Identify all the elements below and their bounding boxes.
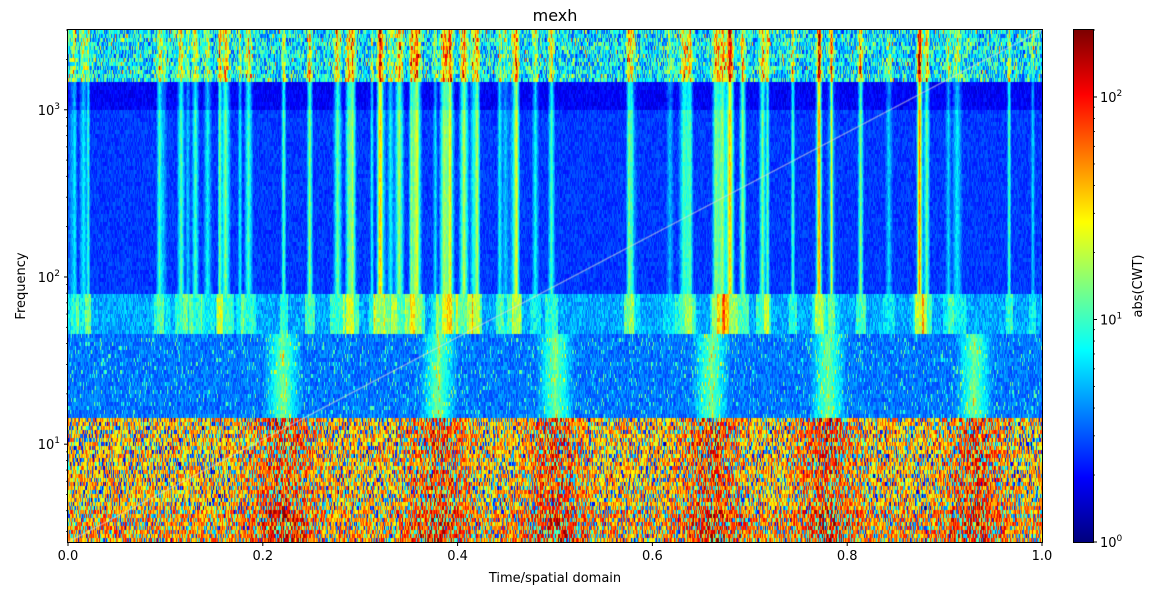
y-tick-label: 102 — [38, 269, 60, 286]
colorbar-tick-label: 101 — [1100, 311, 1122, 328]
x-axis-ticks: 0.0 0.2 0.4 0.6 0.8 1.0 — [58, 542, 1053, 564]
y-axis-label: Frequency — [14, 252, 29, 319]
colorbar-tick-label: 100 — [1100, 534, 1123, 551]
x-tick-label: 1.0 — [1032, 549, 1053, 564]
colorbar — [1074, 30, 1093, 542]
x-tick-label: 0.4 — [447, 549, 468, 564]
colorbar-gradient — [1074, 30, 1093, 542]
x-tick-label: 0.0 — [58, 549, 79, 564]
y-tick-label: 101 — [38, 436, 60, 453]
x-tick-label: 0.6 — [642, 549, 663, 564]
cwt-scalogram-image — [68, 30, 1042, 542]
chart-title: mexh — [533, 6, 578, 25]
x-tick-label: 0.8 — [837, 549, 858, 564]
x-tick-label: 0.2 — [252, 549, 273, 564]
colorbar-label: abs(CWT) — [1131, 254, 1146, 317]
x-axis-label: Time/spatial domain — [488, 571, 621, 586]
y-axis-ticks: 101 102 103 — [38, 29, 68, 533]
spectrogram-plot — [68, 30, 1042, 542]
colorbar-tick-label: 102 — [1100, 89, 1122, 106]
y-tick-label: 103 — [38, 102, 60, 119]
colorbar-ticks: 100 101 102 — [1093, 29, 1123, 551]
